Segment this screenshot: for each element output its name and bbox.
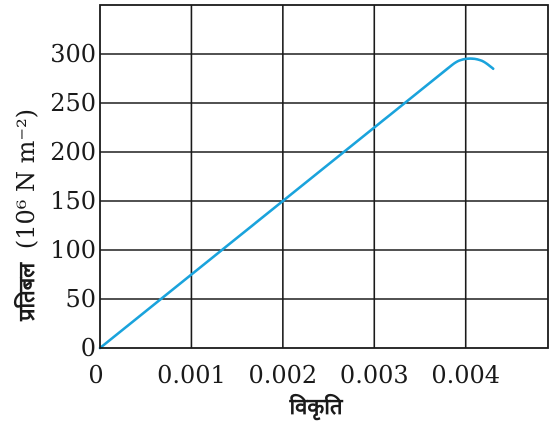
x-tick-label-1: 0.001 — [157, 361, 226, 389]
grid — [100, 5, 548, 348]
y-tick-label-6: 300 — [50, 40, 96, 68]
y-axis-unit: (10⁶ N m⁻²) — [12, 109, 40, 249]
x-axis-title: विकृति — [288, 393, 344, 421]
x-tick-labels: 0 0.001 0.002 0.003 0.004 — [88, 361, 500, 389]
series-layer — [98, 57, 495, 350]
plot-frame — [99, 4, 549, 349]
y-tick-label-4: 200 — [50, 138, 96, 166]
x-tick-label-3: 0.003 — [340, 361, 409, 389]
x-tick-label-2: 0.002 — [248, 361, 317, 389]
x-tick-label-4: 0.004 — [431, 361, 500, 389]
y-axis-title-group: प्रतिबल (10⁶ N m⁻²) — [12, 109, 40, 322]
y-tick-labels: 0 50 100 150 200 250 300 — [50, 40, 96, 362]
series-line-0 — [98, 57, 495, 350]
y-tick-label-5: 250 — [50, 89, 96, 117]
y-tick-label-0: 0 — [81, 334, 96, 362]
y-tick-label-2: 100 — [50, 236, 96, 264]
y-axis-title: प्रतिबल — [13, 262, 40, 322]
svg-text:प्रतिबल (10⁶ N m⁻²): प्रतिबल (10⁶ N m⁻²) — [12, 109, 40, 322]
y-tick-label-3: 150 — [50, 187, 96, 215]
y-tick-label-1: 50 — [65, 285, 96, 313]
x-tick-label-0: 0 — [88, 361, 103, 389]
